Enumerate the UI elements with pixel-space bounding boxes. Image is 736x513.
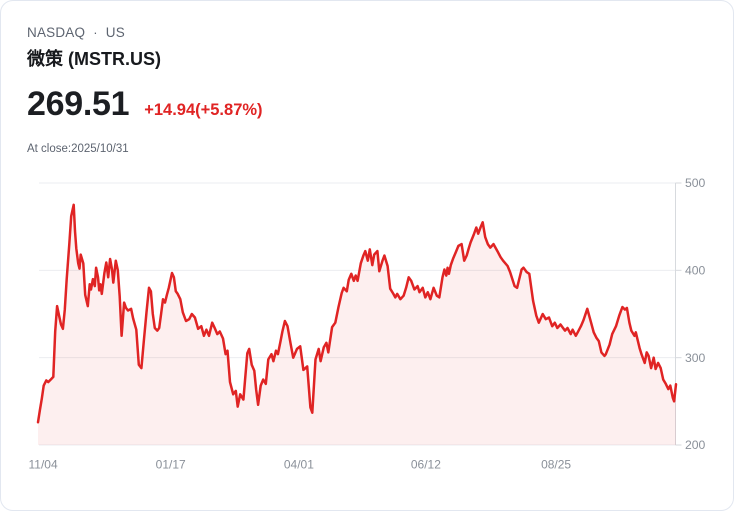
stock-title: 微策 (MSTR.US) — [27, 49, 161, 69]
y-tick-label: 200 — [685, 438, 706, 452]
as-of-close: At close:2025/10/31 — [27, 143, 129, 155]
market-line: NASDAQ · US — [27, 25, 125, 40]
region-label: US — [105, 25, 125, 40]
y-tick-label: 300 — [685, 351, 706, 365]
y-tick-label: 500 — [685, 176, 706, 190]
y-tick-label: 400 — [685, 264, 706, 278]
x-tick-label: 11/04 — [29, 458, 58, 472]
price-change: +14.94(+5.87%) — [144, 101, 263, 119]
price-line-path — [36, 203, 678, 424]
separator-dot: · — [93, 25, 98, 40]
price-area-fill — [38, 204, 676, 445]
last-price: 269.51 — [27, 85, 130, 123]
x-tick-label: 08/25 — [541, 458, 571, 472]
x-tick-label: 06/12 — [411, 458, 441, 472]
x-tick-label: 04/01 — [284, 458, 314, 472]
exchange-label: NASDAQ — [27, 25, 86, 40]
x-tick-label: 01/17 — [156, 458, 186, 472]
price-row: 269.51 +14.94(+5.87%) — [27, 85, 263, 124]
